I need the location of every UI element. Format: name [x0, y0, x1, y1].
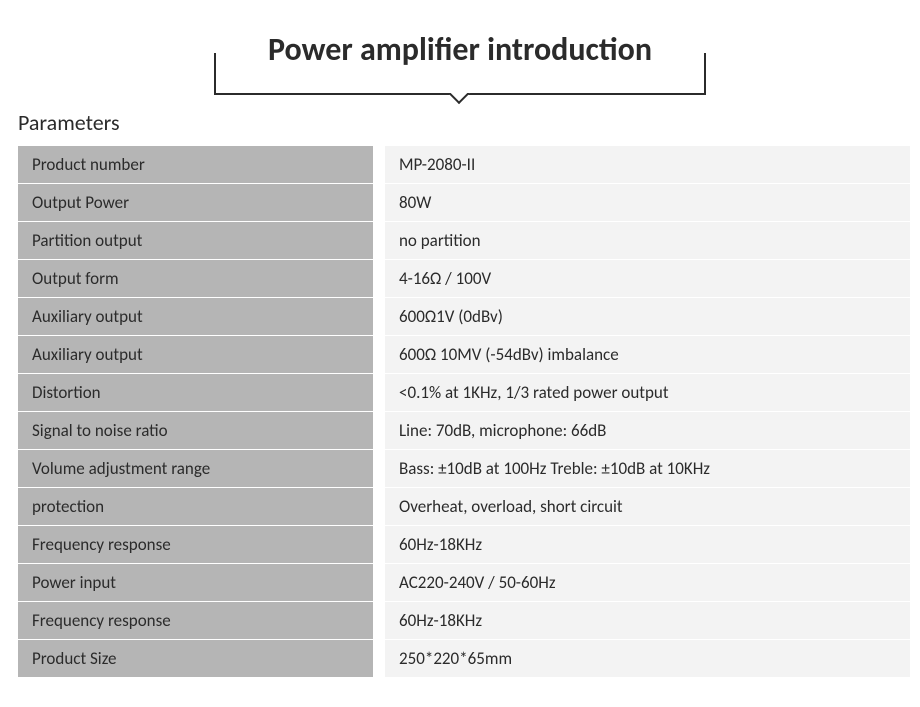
- param-value: <0.1% at 1KHz, 1/3 rated power output: [385, 374, 910, 412]
- param-value: AC220-240V / 50-60Hz: [385, 564, 910, 602]
- table-row: protection Overheat, overload, short cir…: [18, 488, 913, 526]
- param-value: Overheat, overload, short circuit: [385, 488, 910, 526]
- table-row: Frequency response 60Hz-18KHz: [18, 602, 913, 640]
- table-row: Volume adjustment range Bass: ±10dB at 1…: [18, 450, 913, 488]
- table-row: Product Size 250*220*65mm: [18, 640, 913, 678]
- title-banner: Power amplifier introduction: [0, 0, 920, 109]
- param-label: Output Power: [18, 184, 373, 222]
- table-row: Signal to noise ratio Line: 70dB, microp…: [18, 412, 913, 450]
- param-label: Auxiliary output: [18, 298, 373, 336]
- table-row: Output form 4-16Ω / 100V: [18, 260, 913, 298]
- param-label: protection: [18, 488, 373, 526]
- param-label: Distortion: [18, 374, 373, 412]
- chevron-down-icon: [449, 93, 471, 107]
- param-label: Power input: [18, 564, 373, 602]
- param-label: Product number: [18, 146, 373, 184]
- table-row: Output Power 80W: [18, 184, 913, 222]
- table-row: Auxiliary output 600Ω1V (0dBv): [18, 298, 913, 336]
- param-label: Product Size: [18, 640, 373, 678]
- page-title: Power amplifier introduction: [250, 30, 670, 69]
- param-value: 600Ω 10MV (-54dBv) imbalance: [385, 336, 910, 374]
- table-row: Power input AC220-240V / 50-60Hz: [18, 564, 913, 602]
- param-value: 600Ω1V (0dBv): [385, 298, 910, 336]
- section-title: Parameters: [0, 109, 920, 146]
- param-value: 60Hz-18KHz: [385, 602, 910, 640]
- param-label: Output form: [18, 260, 373, 298]
- param-label: Partition output: [18, 222, 373, 260]
- table-row: Frequency response 60Hz-18KHz: [18, 526, 913, 564]
- param-label: Frequency response: [18, 602, 373, 640]
- param-value: 60Hz-18KHz: [385, 526, 910, 564]
- param-value: 250*220*65mm: [385, 640, 910, 678]
- param-value: Bass: ±10dB at 100Hz Treble: ±10dB at 10…: [385, 450, 910, 488]
- param-value: 80W: [385, 184, 910, 222]
- param-value: 4-16Ω / 100V: [385, 260, 910, 298]
- param-value: Line: 70dB, microphone: 66dB: [385, 412, 910, 450]
- table-row: Product number MP-2080-II: [18, 146, 913, 184]
- param-label: Frequency response: [18, 526, 373, 564]
- table-row: Distortion <0.1% at 1KHz, 1/3 rated powe…: [18, 374, 913, 412]
- table-row: Partition output no partition: [18, 222, 913, 260]
- param-value: MP-2080-II: [385, 146, 910, 184]
- parameters-table: Product number MP-2080-II Output Power 8…: [18, 146, 913, 678]
- param-value: no partition: [385, 222, 910, 260]
- table-row: Auxiliary output 600Ω 10MV (-54dBv) imba…: [18, 336, 913, 374]
- param-label: Auxiliary output: [18, 336, 373, 374]
- param-label: Volume adjustment range: [18, 450, 373, 488]
- param-label: Signal to noise ratio: [18, 412, 373, 450]
